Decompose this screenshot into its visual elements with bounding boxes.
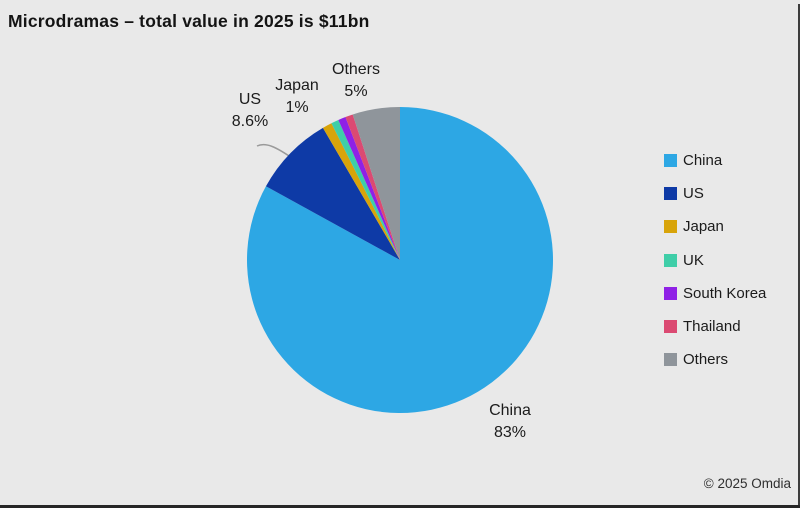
legend-item-china: China: [664, 144, 766, 177]
pie-slice-china: [247, 107, 554, 413]
legend-label-china: China: [683, 152, 723, 170]
legend-item-others: Others: [664, 343, 766, 376]
legend-chip-china: [664, 154, 677, 168]
legend-chip-south-korea: [664, 286, 677, 300]
frame-edge-right: [798, 4, 800, 508]
legend-chip-us: [664, 187, 677, 201]
us-callout: US 8.6%: [232, 89, 268, 133]
legend-label-others: Others: [683, 351, 729, 369]
legend-item-us: US: [664, 177, 766, 210]
legend-item-south-korea: South Korea: [664, 277, 766, 310]
legend-label-us: US: [683, 185, 704, 203]
others-callout: Others 5%: [332, 59, 380, 103]
others-callout-value: 5%: [344, 83, 368, 100]
us-callout-value: 8.6%: [231, 113, 269, 130]
pie-slice-uk: [331, 119, 400, 260]
china-callout-value: 83%: [493, 424, 527, 441]
japan-callout-value: 1%: [285, 99, 309, 116]
legend-chip-others: [664, 353, 677, 367]
legend-label-south-korea: South Korea: [683, 284, 767, 302]
japan-callout-name: Japan: [275, 77, 319, 94]
china-callout: China 83%: [489, 400, 531, 444]
chart-title: Microdramas – total value in 2025 is $11…: [8, 11, 370, 31]
legend-chip-thailand: [664, 320, 677, 334]
legend-item-japan: Japan: [664, 210, 766, 243]
others-callout-name: Others: [331, 61, 381, 78]
pie-slice-thailand: [345, 114, 400, 261]
pie-slice-south-korea: [338, 117, 400, 260]
legend-item-thailand: Thailand: [664, 310, 766, 343]
copyright-notice: © 2025 Omdia: [703, 476, 791, 491]
us-leader-line: [256, 143, 293, 159]
legend-item-uk: UK: [664, 244, 766, 277]
legend-label-japan: Japan: [683, 218, 724, 236]
legend-chip-uk: [664, 253, 677, 267]
legend: China US Japan UK South Korea Thailand O…: [664, 144, 766, 376]
pie-slice-japan: [322, 123, 400, 261]
legend-label-thailand: Thailand: [683, 318, 741, 336]
legend-label-uk: UK: [683, 251, 704, 269]
us-callout-name: US: [238, 91, 262, 108]
pie-slice-us: [265, 127, 400, 260]
japan-callout: Japan 1%: [275, 75, 319, 119]
china-callout-name: China: [489, 402, 531, 419]
pie-slice-others: [352, 107, 400, 260]
legend-chip-japan: [664, 220, 677, 234]
frame-edge-bottom: [0, 505, 800, 508]
